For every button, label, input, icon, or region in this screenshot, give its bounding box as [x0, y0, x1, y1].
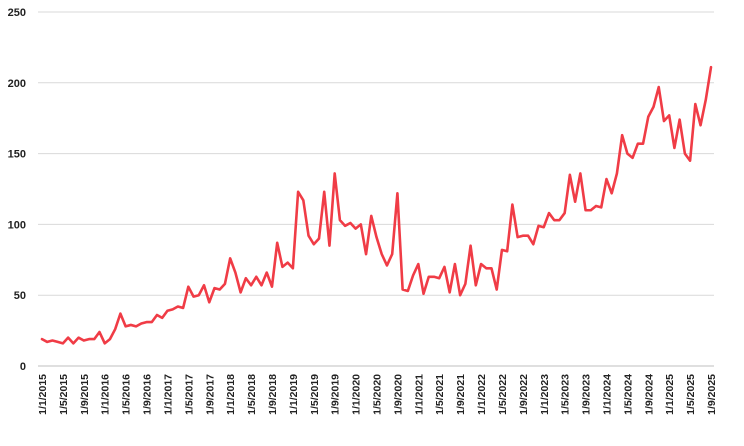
- x-tick-label: 1/5/2019: [309, 374, 321, 415]
- x-tick-label: 1/9/2016: [142, 374, 154, 415]
- y-tick-label: 100: [8, 219, 26, 231]
- x-tick-label: 1/1/2019: [288, 374, 300, 415]
- x-tick-label: 1/9/2017: [204, 374, 216, 415]
- x-tick-label: 1/5/2020: [372, 374, 384, 415]
- gridlines: [38, 11, 714, 367]
- x-tick-label: 1/1/2024: [601, 374, 613, 415]
- y-tick-label: 250: [8, 7, 26, 19]
- x-tick-label: 1/5/2024: [622, 374, 634, 415]
- x-tick-label: 1/9/2025: [706, 374, 718, 415]
- x-tick-label: 1/5/2022: [497, 374, 509, 415]
- x-tick-label: 1/5/2021: [434, 374, 446, 415]
- x-tick-label: 1/9/2024: [643, 374, 655, 415]
- x-tick-label: 1/1/2017: [162, 374, 174, 415]
- x-tick-label: 1/1/2015: [37, 374, 49, 415]
- x-tick-label: 1/9/2020: [392, 374, 404, 415]
- x-tick-label: 1/9/2018: [267, 374, 279, 415]
- x-tick-label: 1/1/2016: [100, 374, 112, 415]
- x-axis-tick-labels: 1/1/2015 1/5/2015 1/9/2015 1/1/2016 1/5/2016…: [37, 374, 718, 415]
- x-tick-label: 1/1/2022: [476, 374, 488, 415]
- x-tick-label: 1/5/2023: [560, 374, 572, 415]
- x-tick-label: 1/9/2022: [518, 374, 530, 415]
- y-tick-label: 200: [8, 78, 26, 90]
- y-axis-tick-labels: 0 50 100 150 200 250: [8, 7, 26, 373]
- series-layer: [40, 65, 713, 345]
- series-line: [40, 65, 713, 345]
- x-tick-label: 1/9/2015: [79, 374, 91, 415]
- x-tick-label: 1/5/2015: [58, 374, 70, 415]
- x-tick-label: 1/5/2018: [246, 374, 258, 415]
- x-tick-label: 1/1/2025: [664, 374, 676, 415]
- x-tick-label: 1/5/2017: [183, 374, 195, 415]
- x-tick-label: 1/9/2021: [455, 374, 467, 415]
- x-tick-label: 1/1/2018: [225, 374, 237, 415]
- x-tick-label: 1/1/2021: [413, 374, 425, 415]
- x-tick-label: 1/5/2025: [685, 374, 697, 415]
- x-tick-label: 1/5/2016: [121, 374, 133, 415]
- y-tick-label: 150: [8, 149, 26, 161]
- x-tick-label: 1/1/2023: [539, 374, 551, 415]
- x-tick-label: 1/1/2020: [351, 374, 363, 415]
- x-tick-label: 1/9/2023: [581, 374, 593, 415]
- y-tick-label: 0: [20, 361, 26, 373]
- y-tick-label: 50: [14, 290, 26, 302]
- x-tick-label: 1/9/2019: [330, 374, 342, 415]
